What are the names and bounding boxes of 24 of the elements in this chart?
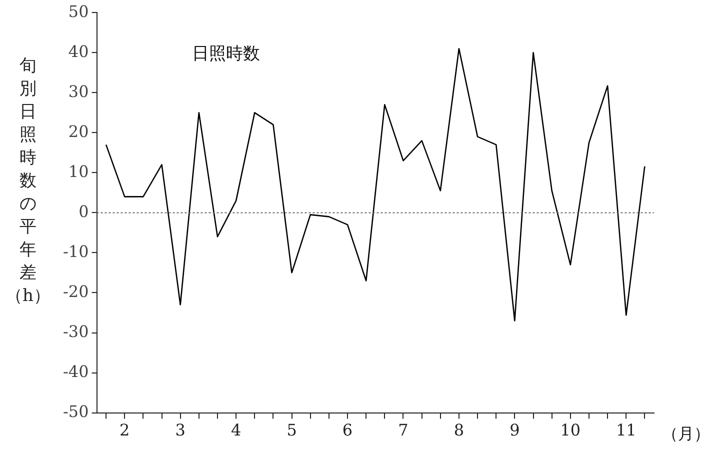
x-tick-label: 3 <box>175 420 186 440</box>
x-tick-label: 9 <box>510 420 520 440</box>
y-tick-label: -30 <box>63 322 89 341</box>
y-tick-label: 0 <box>78 202 89 221</box>
x-tick-label: 6 <box>342 420 353 440</box>
x-tick-label: 4 <box>230 420 242 440</box>
x-tick-label: 8 <box>454 420 464 440</box>
x-tick-label: 7 <box>398 420 408 440</box>
y-tick-label: -20 <box>63 282 89 301</box>
text: 日照時数 <box>192 44 260 64</box>
y-tick-label: 40 <box>68 42 89 61</box>
x-axis-title: （月） <box>662 424 710 443</box>
y-tick-label: 30 <box>68 82 89 101</box>
y-tick-label: 20 <box>68 122 89 141</box>
y-tick-label: 10 <box>68 162 89 181</box>
text: 旬別日照時数の平年差（h） <box>6 56 50 306</box>
y-tick-label: 50 <box>68 2 89 21</box>
y-tick-label: -50 <box>63 402 89 421</box>
x-tick-label: 11 <box>616 420 636 440</box>
y-tick-label: -10 <box>63 242 89 261</box>
x-tick-label: 2 <box>120 420 130 440</box>
x-tick-label: 5 <box>286 420 297 440</box>
y-tick-label: -40 <box>63 362 89 381</box>
x-tick-label: 10 <box>560 420 581 440</box>
